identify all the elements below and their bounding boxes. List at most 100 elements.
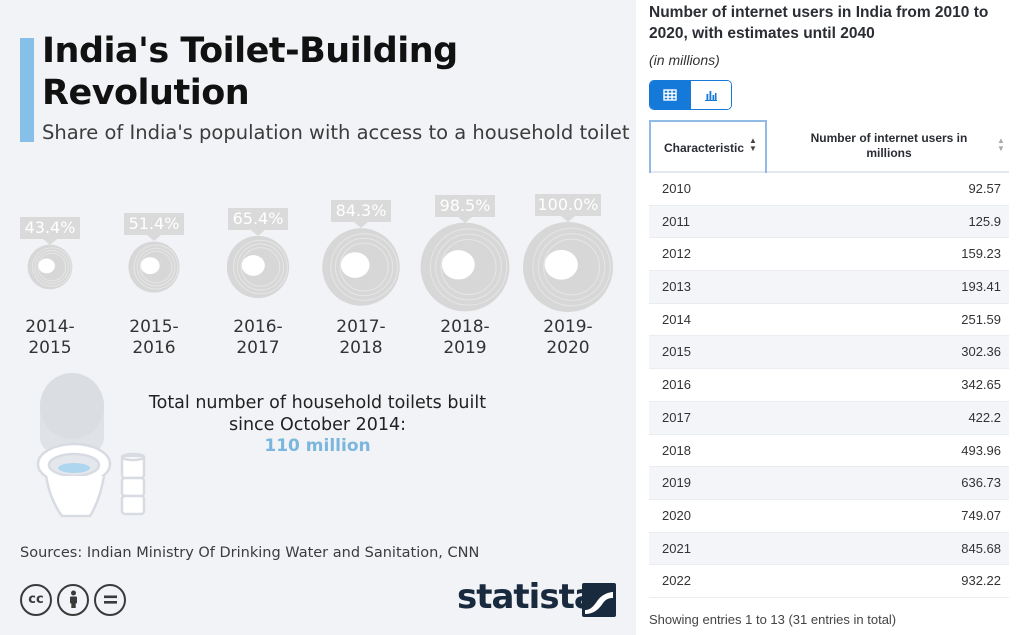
- row-characteristic: 2017: [662, 409, 691, 425]
- row-value: 251.59: [961, 311, 1001, 327]
- column-header-characteristic-label: Characteristic: [664, 141, 745, 155]
- value-label: 65.4%: [228, 207, 288, 236]
- infographic-subtitle: Share of India's population with access …: [42, 121, 630, 144]
- total-toilets-text: Total number of household toilets built …: [148, 393, 487, 435]
- year-label-line: 2018-: [440, 317, 490, 337]
- row-characteristic: 2015: [662, 344, 691, 360]
- row-characteristic: 2021: [662, 540, 691, 556]
- year-label: 2017- 2018: [311, 317, 411, 359]
- chart-view-button[interactable]: [690, 81, 731, 109]
- table-row: 2018 493.96: [649, 435, 1009, 468]
- row-value: 125.9: [968, 213, 1001, 229]
- value-label: 43.4%: [20, 216, 80, 245]
- no-derivatives-icon[interactable]: [94, 584, 126, 616]
- value-label: 84.3%: [331, 200, 391, 229]
- table-footer: Showing entries 1 to 13 (31 entries in t…: [649, 612, 897, 627]
- year-label: 2018- 2019: [415, 317, 515, 359]
- table-row: 2011 125.9: [649, 205, 1009, 239]
- row-value: 92.57: [968, 181, 1001, 196]
- row-characteristic: 2013: [662, 279, 691, 295]
- year-label-line: 2019-: [543, 317, 593, 337]
- table-row: 2022 932.22: [649, 565, 1009, 598]
- table-row: 2016 342.65: [649, 369, 1009, 402]
- year-label-line: 2015-: [129, 317, 179, 337]
- row-value: 493.96: [961, 442, 1001, 458]
- table-row: 2014 251.59: [649, 304, 1009, 337]
- table-row: 2021 845.68: [649, 532, 1009, 566]
- chart-view-icon: [704, 91, 717, 101]
- row-value: 749.07: [961, 507, 1001, 523]
- year-label-line: 2017-: [336, 317, 386, 337]
- table-row: 2019 636.73: [649, 467, 1009, 500]
- attribution-icon[interactable]: [57, 584, 89, 616]
- sort-value-icon[interactable]: ▲ ▼: [997, 136, 1005, 153]
- table-row: 2013 193.41: [649, 271, 1009, 304]
- year-label-line: 2016-: [233, 317, 283, 337]
- row-characteristic: 2020: [662, 507, 691, 523]
- row-value: 193.41: [961, 279, 1001, 295]
- column-header-value[interactable]: Number of internet users in millions: [810, 131, 968, 160]
- row-characteristic: 2011: [662, 213, 690, 229]
- roll-disk-2018-2019: [420, 222, 510, 312]
- table-row: 2020 749.07: [649, 500, 1009, 533]
- year-label-line: 2018: [339, 338, 383, 358]
- table-row: 2015 302.36: [649, 336, 1009, 370]
- table-row: 2017 422.2: [649, 401, 1009, 435]
- row-value: 159.23: [961, 246, 1001, 262]
- infographic-panel: India's Toilet-Building Revolution Share…: [0, 0, 636, 635]
- toilet-roll-chart: 43.4% 2014- 2015 51.4% 2015- 2016 65.4% 2016- 20…: [0, 170, 636, 370]
- statista-logo-icon: [582, 583, 616, 617]
- roll-disk-2019-2020: [523, 222, 613, 312]
- infographic-title: India's Toilet-Building Revolution: [42, 31, 458, 113]
- statista-logo-text: statista: [457, 577, 597, 617]
- year-label: 2016- 2017: [208, 317, 308, 359]
- year-label: 2014- 2015: [0, 317, 100, 359]
- row-characteristic: 2018: [662, 442, 691, 458]
- year-label: 2015- 2016: [104, 317, 204, 359]
- roll-disk-2015-2016: [128, 241, 180, 293]
- value-label: 98.5%: [435, 194, 495, 223]
- column-header-characteristic[interactable]: Characteristic: [649, 120, 767, 173]
- toilet-illustration-icon: [36, 373, 146, 518]
- row-value: 845.68: [961, 540, 1001, 556]
- value-label: 100.0%: [535, 194, 601, 222]
- total-toilets-value: 110 million: [264, 436, 371, 456]
- row-value: 636.73: [961, 475, 1001, 491]
- title-accent-bar: [20, 38, 34, 142]
- table-row: 2010 92.57: [649, 173, 1009, 206]
- table-unit: (in millions): [649, 52, 720, 68]
- roll-disk-2017-2018: [322, 228, 400, 306]
- roll-disks: [27, 222, 613, 312]
- table-view-icon: [663, 89, 677, 101]
- year-label-line: 2015: [28, 338, 72, 358]
- data-table-panel: Number of internet users in India from 2…: [636, 0, 1024, 635]
- year-label-line: 2020: [546, 338, 590, 358]
- table-row: 2012 159.23: [649, 238, 1009, 272]
- row-characteristic: 2022: [662, 573, 691, 589]
- row-characteristic: 2016: [662, 377, 691, 393]
- cc-icon[interactable]: cc: [20, 584, 52, 616]
- table-title: Number of internet users in India from 2…: [649, 4, 989, 42]
- table-body: 2010 92.57 2011 125.9 2012 159.23 2013 193.41 20…: [649, 173, 1009, 598]
- year-label-line: 2019: [443, 338, 487, 358]
- row-characteristic: 2012: [662, 246, 691, 262]
- table-header: Characteristic ▲ ▼ Number of internet use…: [649, 120, 1009, 173]
- row-characteristic: 2019: [662, 475, 691, 491]
- table-view-button[interactable]: [650, 81, 691, 109]
- row-value: 342.65: [961, 377, 1001, 393]
- value-label: 51.4%: [124, 213, 184, 242]
- year-label-line: 2014-: [25, 317, 75, 337]
- roll-disk-2016-2017: [226, 235, 290, 299]
- row-value: 422.2: [968, 409, 1001, 425]
- year-label-line: 2017: [236, 338, 280, 358]
- year-label: 2019- 2020: [518, 317, 618, 359]
- roll-disk-2014-2015: [27, 244, 73, 290]
- sources-note: Sources: Indian Ministry Of Drinking Wat…: [20, 545, 480, 561]
- row-value: 302.36: [961, 344, 1001, 360]
- sort-characteristic-icon[interactable]: ▲ ▼: [749, 136, 757, 153]
- year-label-line: 2016: [132, 338, 176, 358]
- row-characteristic: 2014: [662, 311, 691, 327]
- view-toggle: [649, 80, 732, 110]
- row-value: 932.22: [961, 573, 1001, 589]
- row-characteristic: 2010: [662, 181, 691, 196]
